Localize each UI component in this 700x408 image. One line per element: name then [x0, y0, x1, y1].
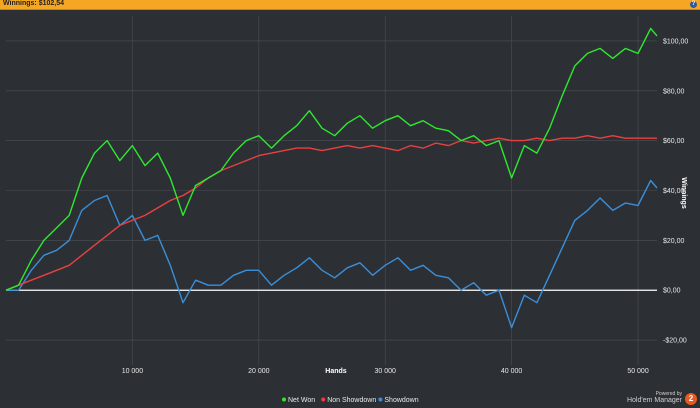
x-tick-label: 20 000 [248, 368, 270, 375]
chart-grid [6, 16, 657, 365]
y-axis-title: Winnings [680, 177, 687, 209]
series-line-net-won [5, 27, 658, 291]
y-tick-label: $80,00 [663, 88, 685, 95]
y-axis-ticks: $100,00 $80,00 $60,00 $40,00 $20,00 $0,00 -$20… [663, 38, 688, 344]
legend-label: Non Showdown [327, 397, 376, 404]
title-bar: Winnings: $102,54 ? [0, 0, 700, 10]
help-icon[interactable]: ? [690, 1, 697, 8]
winnings-chart: 10 000 20 000 30 000 40 000 50 000 $100,00 $8… [5, 16, 688, 404]
y-tick-label: $40,00 [663, 188, 685, 195]
hm2-logo-icon: 2 [685, 393, 697, 405]
y-tick-label: $60,00 [663, 138, 685, 145]
x-tick-label: 30 000 [375, 368, 397, 375]
series-line-non-showdown [5, 134, 657, 291]
series-lines [5, 27, 658, 329]
y-tick-label: $20,00 [663, 238, 685, 245]
legend-label: Net Won [288, 397, 315, 404]
x-tick-label: 50 000 [627, 368, 649, 375]
chart-legend: Net Won Non Showdown Showdown [282, 397, 419, 404]
y-tick-label: $0,00 [663, 288, 681, 295]
x-tick-label: 40 000 [501, 368, 523, 375]
x-axis-ticks: 10 000 20 000 30 000 40 000 50 000 [122, 368, 649, 375]
winnings-title: Winnings: $102,54 [3, 0, 65, 7]
y-tick-label: -$20,00 [663, 338, 687, 345]
brand-name: Hold'em Manager [626, 397, 682, 404]
x-axis-title: Hands [325, 368, 347, 375]
legend-marker [321, 397, 326, 402]
brand-block: Powered by Hold'em Manager [627, 391, 682, 405]
y-tick-label: $100,00 [663, 38, 688, 45]
legend-marker [282, 397, 286, 402]
legend-marker [378, 397, 383, 402]
legend-label: Showdown [384, 397, 418, 404]
powered-by-text: Powered by [655, 391, 682, 397]
x-tick-label: 10 000 [122, 368, 144, 375]
series-line-showdown [6, 179, 658, 329]
